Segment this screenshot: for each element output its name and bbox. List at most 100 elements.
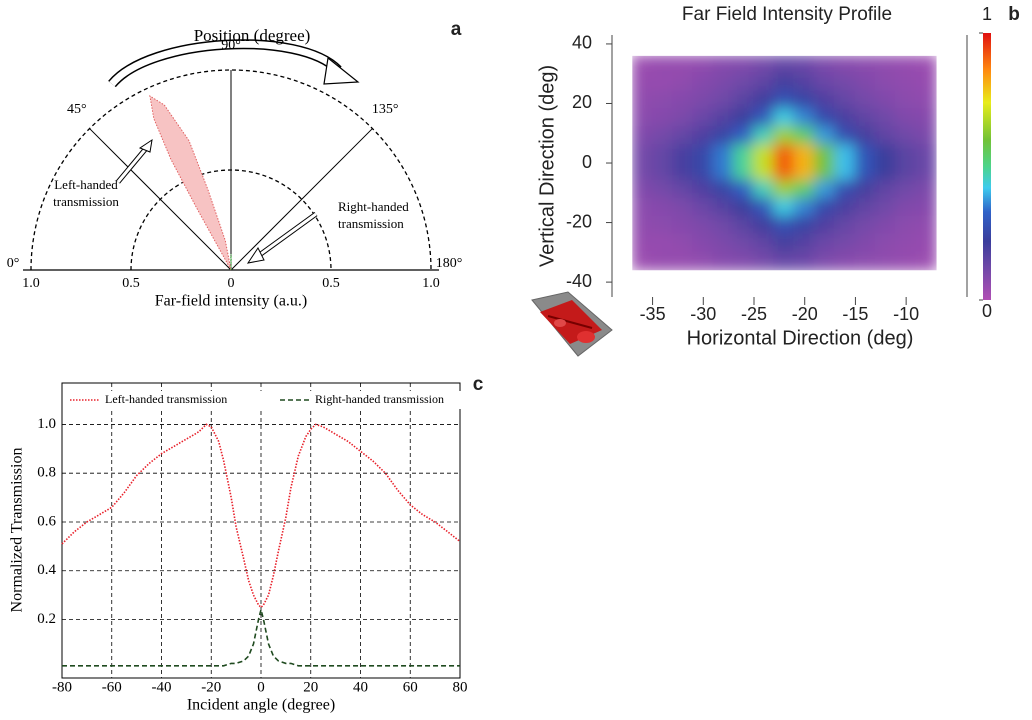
heat-cell	[794, 91, 816, 111]
y-axis-label: Normalized Transmission	[9, 448, 26, 613]
heat-cell	[854, 91, 876, 111]
heat-cell	[672, 91, 694, 111]
heat-cell	[834, 55, 856, 75]
heat-cell	[834, 198, 856, 218]
x-tick-label: -30	[690, 304, 716, 324]
heat-cell	[631, 233, 653, 253]
heat-cell	[773, 91, 795, 111]
heat-cell	[915, 108, 937, 128]
heat-cell	[834, 108, 856, 128]
heat-cell	[753, 91, 775, 111]
heat-cell	[733, 251, 755, 271]
heat-cell	[672, 251, 694, 271]
heat-cell	[875, 108, 897, 128]
heat-cell	[753, 180, 775, 200]
heat-cell	[915, 91, 937, 111]
heat-cell	[875, 251, 897, 271]
heat-cell	[814, 73, 836, 93]
heat-cell	[631, 180, 653, 200]
y-tick-label: 0.4	[37, 562, 56, 578]
heat-cell	[834, 144, 856, 164]
heat-cell	[631, 198, 653, 218]
theta-tick-label: 45°	[67, 102, 87, 117]
heatmap	[631, 55, 937, 271]
heat-cell	[834, 73, 856, 93]
heat-cell	[733, 126, 755, 146]
y-tick-label: 0.8	[37, 465, 56, 481]
heat-cell	[895, 55, 917, 75]
heat-cell	[895, 180, 917, 200]
heat-cell	[834, 216, 856, 236]
heat-cell	[875, 126, 897, 146]
r-tick-label: 0	[228, 276, 235, 291]
heat-cell	[814, 55, 836, 75]
heat-cell	[814, 233, 836, 253]
theta-tick-label: 180°	[436, 256, 463, 271]
r-tick-label: 0.5	[122, 276, 140, 291]
title: Far Field Intensity Profile	[682, 4, 892, 25]
heat-cell	[814, 251, 836, 271]
heat-cell	[692, 73, 714, 93]
lobe	[150, 96, 231, 270]
heat-cell	[712, 144, 734, 164]
x-tick-label: -40	[152, 679, 172, 695]
x-tick-label: -20	[201, 679, 221, 695]
heat-cell	[692, 91, 714, 111]
heat-cell	[794, 144, 816, 164]
heat-cell	[794, 216, 816, 236]
y-tick-label: 40	[572, 33, 592, 53]
heat-cell	[875, 55, 897, 75]
heat-cell	[652, 216, 674, 236]
heat-cell	[915, 55, 937, 75]
colorbar-label: 0	[982, 301, 992, 321]
heat-cell	[753, 126, 775, 146]
heat-cell	[753, 216, 775, 236]
heat-cell	[753, 144, 775, 164]
legend-label: Right-handed transmission	[315, 392, 444, 406]
heat-cell	[692, 108, 714, 128]
title: Position (degree)	[194, 26, 311, 45]
heat-cell	[672, 73, 694, 93]
heat-cell	[773, 180, 795, 200]
heat-cell	[854, 126, 876, 146]
heat-cell	[875, 233, 897, 253]
heat-cell	[854, 180, 876, 200]
heat-cell	[895, 144, 917, 164]
y-tick-label: 20	[572, 92, 592, 112]
x-tick-label: 20	[303, 679, 318, 695]
heat-cell	[652, 108, 674, 128]
heat-cell	[652, 55, 674, 75]
heat-cell	[672, 144, 694, 164]
heat-cell	[773, 233, 795, 253]
heat-cell	[915, 162, 937, 182]
heat-cell	[834, 162, 856, 182]
heat-cell	[854, 144, 876, 164]
heat-cell	[712, 233, 734, 253]
y-tick-label: -40	[566, 271, 592, 291]
annotation: Left-handed transmission	[40, 176, 132, 210]
heat-cell	[814, 198, 836, 218]
y-tick-label: 0	[582, 152, 592, 172]
heat-cell	[631, 91, 653, 111]
heat-cell	[631, 144, 653, 164]
x-tick-label: -35	[640, 304, 666, 324]
heat-cell	[631, 216, 653, 236]
heat-cell	[712, 198, 734, 218]
heat-cell	[814, 144, 836, 164]
heat-cell	[915, 144, 937, 164]
heat-cell	[652, 126, 674, 146]
heat-cell	[652, 251, 674, 271]
heat-cell	[631, 126, 653, 146]
x-tick-label: -15	[842, 304, 868, 324]
heat-cell	[834, 233, 856, 253]
heat-cell	[794, 126, 816, 146]
heat-cell	[773, 108, 795, 128]
heat-cell	[794, 162, 816, 182]
heat-cell	[631, 73, 653, 93]
heat-cell	[672, 216, 694, 236]
heat-cell	[794, 198, 816, 218]
heat-cell	[773, 162, 795, 182]
heat-cell	[895, 216, 917, 236]
heat-cell	[895, 126, 917, 146]
panel-label: c	[473, 374, 484, 395]
